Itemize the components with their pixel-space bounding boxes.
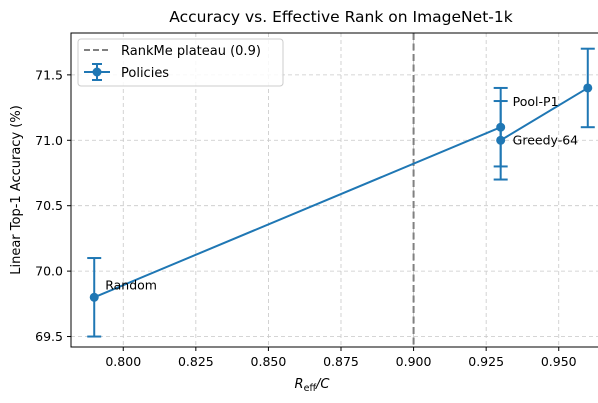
x-axis-label: Reff/C xyxy=(295,377,331,394)
y-tick-label: 71.0 xyxy=(35,133,63,148)
y-tick-label: 70.0 xyxy=(35,264,63,279)
legend-series-swatch-marker xyxy=(92,67,102,77)
x-tick-label: 0.950 xyxy=(541,354,577,369)
y-tick-label: 71.5 xyxy=(35,67,63,82)
x-axis-label-sub: eff xyxy=(304,383,317,394)
x-tick-label: 0.875 xyxy=(323,354,359,369)
legend: RankMe plateau (0.9) Policies xyxy=(77,38,284,87)
point-label: Pool-P1 xyxy=(513,94,559,109)
y-tick-label: 69.5 xyxy=(35,329,63,344)
x-tick-label: 0.825 xyxy=(178,354,214,369)
point-label: Random xyxy=(105,277,157,292)
y-axis-label: Linear Top-1 Accuracy (%) xyxy=(9,105,24,275)
x-tick-label: 0.800 xyxy=(105,354,141,369)
point-label: Greedy-64 xyxy=(513,132,579,147)
legend-series-label: Policies xyxy=(121,66,169,81)
chart-title: Accuracy vs. Effective Rank on ImageNet-… xyxy=(169,8,512,26)
x-axis-label-main: R xyxy=(295,377,304,392)
x-tick-label: 0.850 xyxy=(251,354,287,369)
x-tick-label: 0.900 xyxy=(396,354,432,369)
legend-reference-label: RankMe plateau (0.9) xyxy=(121,44,261,59)
x-tick-label: 0.925 xyxy=(468,354,504,369)
legend-box xyxy=(77,38,284,87)
axis-ticks: 0.800 0.825 0.850 0.875 0.900 0.925 0.950 69.5 7… xyxy=(35,67,577,369)
x-axis-label-tail: /C xyxy=(315,377,330,392)
y-tick-label: 70.5 xyxy=(35,198,63,213)
data-point xyxy=(496,122,506,132)
data-point xyxy=(583,83,593,93)
data-point xyxy=(89,292,99,302)
